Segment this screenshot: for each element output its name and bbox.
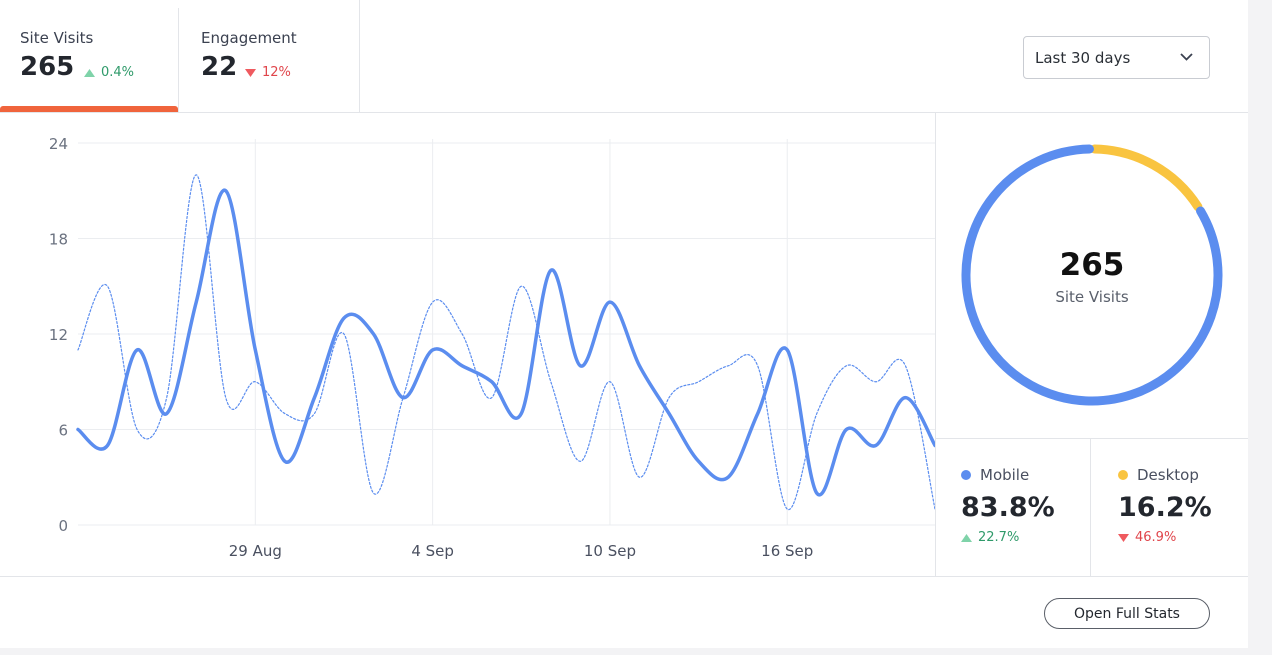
x-tick-label: 16 Sep [761,542,813,560]
legend-label: Mobile [980,466,1030,484]
legend-dot [961,470,971,480]
divider [0,576,1248,577]
share-change: 46.9% [1118,530,1176,545]
up-arrow [961,533,972,542]
divider [1090,438,1091,576]
previous-period-line [77,174,935,510]
legend-dot [1118,470,1128,480]
tab-label: Engagement [201,29,297,47]
x-tick-label: 29 Aug [229,542,282,560]
donut-segment [1090,144,1203,212]
y-tick-label: 6 [58,422,68,440]
tab-site-visits[interactable]: Site Visits 265 0.4% [0,0,178,112]
y-tick-label: 24 [49,135,68,153]
tab-value: 265 [20,52,75,82]
current-period-line [76,188,935,497]
y-tick-label: 12 [49,326,68,344]
tab-change: 0.4% [84,65,134,80]
legend-label: Desktop [1137,466,1199,484]
stats-card: Site Visits 265 0.4% Engagement 22 12% L… [0,0,1248,648]
share-change-text: 22.7% [978,530,1020,545]
donut-center-label: Site Visits [1055,288,1129,306]
tab-change: 12% [245,65,291,80]
up-arrow [84,68,95,77]
share-change: 22.7% [961,530,1019,545]
x-tick-label: 10 Sep [584,542,636,560]
divider [0,112,1248,113]
legend-entry: Mobile [961,466,1029,484]
y-tick-label: 0 [58,517,68,535]
donut-chart: 265 Site Visits [961,144,1223,406]
share-change-text: 46.9% [1135,530,1177,545]
date-range-dropdown[interactable]: Last 30 days [1023,36,1210,79]
open-full-stats-button[interactable]: Open Full Stats [1044,598,1210,629]
active-tab-indicator [0,106,178,112]
tab-change-text: 0.4% [101,65,135,80]
legend-desktop: Desktop 16.2% 46.9% [1092,438,1248,576]
tab-label: Site Visits [20,29,94,47]
x-tick-label: 4 Sep [411,542,454,560]
share-value: 83.8% [961,492,1055,523]
divider [935,438,1248,439]
chevron [1180,53,1193,61]
down-arrow [245,68,256,77]
tab-change-text: 12% [262,65,291,80]
line-chart: 0 6 12 18 24 29 Aug 4 Sep 10 Sep 16 Sep [49,135,935,560]
donut-segment [961,144,1223,406]
down-arrow [1118,533,1129,542]
donut-center-value: 265 [1060,247,1125,283]
y-tick-label: 18 [49,231,68,249]
tab-value: 22 [201,52,238,82]
share-value: 16.2% [1118,492,1212,523]
divider [178,8,179,112]
tab-engagement[interactable]: Engagement 22 12% [181,0,359,112]
legend-mobile: Mobile 83.8% 22.7% [935,438,1090,576]
legend-entry: Desktop [1118,466,1199,484]
dropdown-text: Last 30 days [1035,48,1131,67]
divider [359,0,360,112]
button-label: Open Full Stats [1074,605,1180,622]
divider [935,112,936,576]
